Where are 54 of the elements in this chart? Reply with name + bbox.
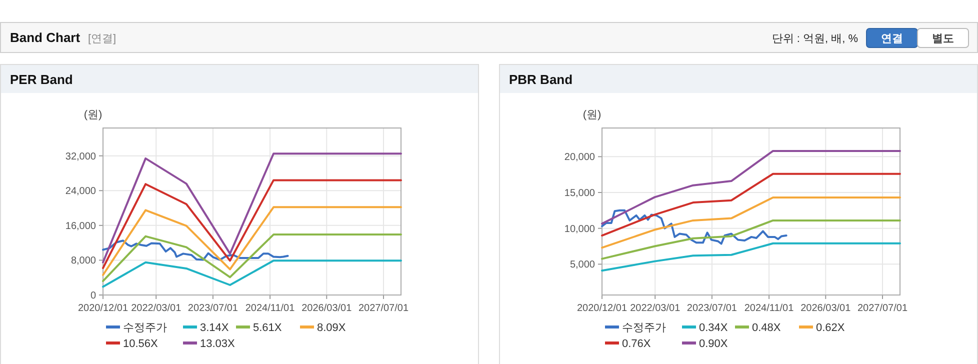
legend-label: 0.34X xyxy=(699,322,728,334)
text: 단위 : 억원, 배, % xyxy=(772,33,858,45)
x-tick-label: 2027/07/01 xyxy=(358,303,409,314)
line-series xyxy=(601,196,901,249)
y-tick-label: 15,000 xyxy=(564,188,596,200)
text: Band Chart xyxy=(10,30,81,45)
line-series xyxy=(102,206,402,276)
text: 별도 xyxy=(932,33,954,45)
legend-label: 8.09X xyxy=(317,322,346,334)
line-series xyxy=(601,219,901,260)
legend-label: 수정주가 xyxy=(622,322,666,334)
legend-label: 0.90X xyxy=(699,338,728,350)
x-tick-label: 2020/12/01 xyxy=(78,303,128,314)
text: [연결] xyxy=(88,33,116,45)
legend-label: 0.62X xyxy=(816,322,846,334)
line-series xyxy=(601,150,901,225)
line-series xyxy=(102,234,402,282)
legend-label: 13.03X xyxy=(200,338,236,350)
chart-title: PER Band xyxy=(10,72,73,87)
y-tick-label: 24,000 xyxy=(65,186,96,198)
x-tick-label: 2020/12/01 xyxy=(576,303,628,314)
text: 연결 xyxy=(881,33,903,45)
x-tick-label: 2022/03/01 xyxy=(630,303,681,314)
line-series xyxy=(102,240,289,261)
y-tick-label: 5,000 xyxy=(570,260,596,271)
legend-label: 0.76X xyxy=(622,338,652,350)
y-tick-label: 16,000 xyxy=(65,220,96,232)
line-series xyxy=(102,260,402,288)
y-tick-label: 10,000 xyxy=(564,224,596,235)
legend-label: 5.61X xyxy=(253,322,282,334)
line-series xyxy=(601,242,901,272)
x-tick-label: 2023/07/01 xyxy=(188,303,238,314)
x-tick-label: 2027/07/01 xyxy=(857,303,908,314)
legend-label: 0.48X xyxy=(752,322,782,334)
legend-label: 수정주가 xyxy=(123,322,167,334)
y-axis-title: (원) xyxy=(84,109,102,121)
line-series xyxy=(102,152,402,264)
y-axis-title: (원) xyxy=(582,109,602,121)
chart-title: PBR Band xyxy=(509,72,573,87)
line-series xyxy=(601,209,788,245)
y-tick-label: 32,000 xyxy=(65,151,96,162)
y-tick-label: 8,000 xyxy=(70,256,96,267)
x-tick-label: 2024/11/01 xyxy=(744,303,794,314)
x-tick-label: 2026/03/01 xyxy=(302,303,352,314)
x-tick-label: 2026/03/01 xyxy=(800,303,852,314)
y-tick-label: 20,000 xyxy=(564,152,596,164)
x-tick-label: 2024/11/01 xyxy=(245,303,296,314)
legend-label: 10.56X xyxy=(123,338,159,350)
line-series xyxy=(601,172,901,237)
line-series xyxy=(102,179,402,270)
legend-label: 3.14X xyxy=(200,322,230,334)
x-tick-label: 2022/03/01 xyxy=(131,303,182,314)
x-tick-label: 2023/07/01 xyxy=(686,303,738,314)
y-tick-label: 0 xyxy=(90,290,96,302)
